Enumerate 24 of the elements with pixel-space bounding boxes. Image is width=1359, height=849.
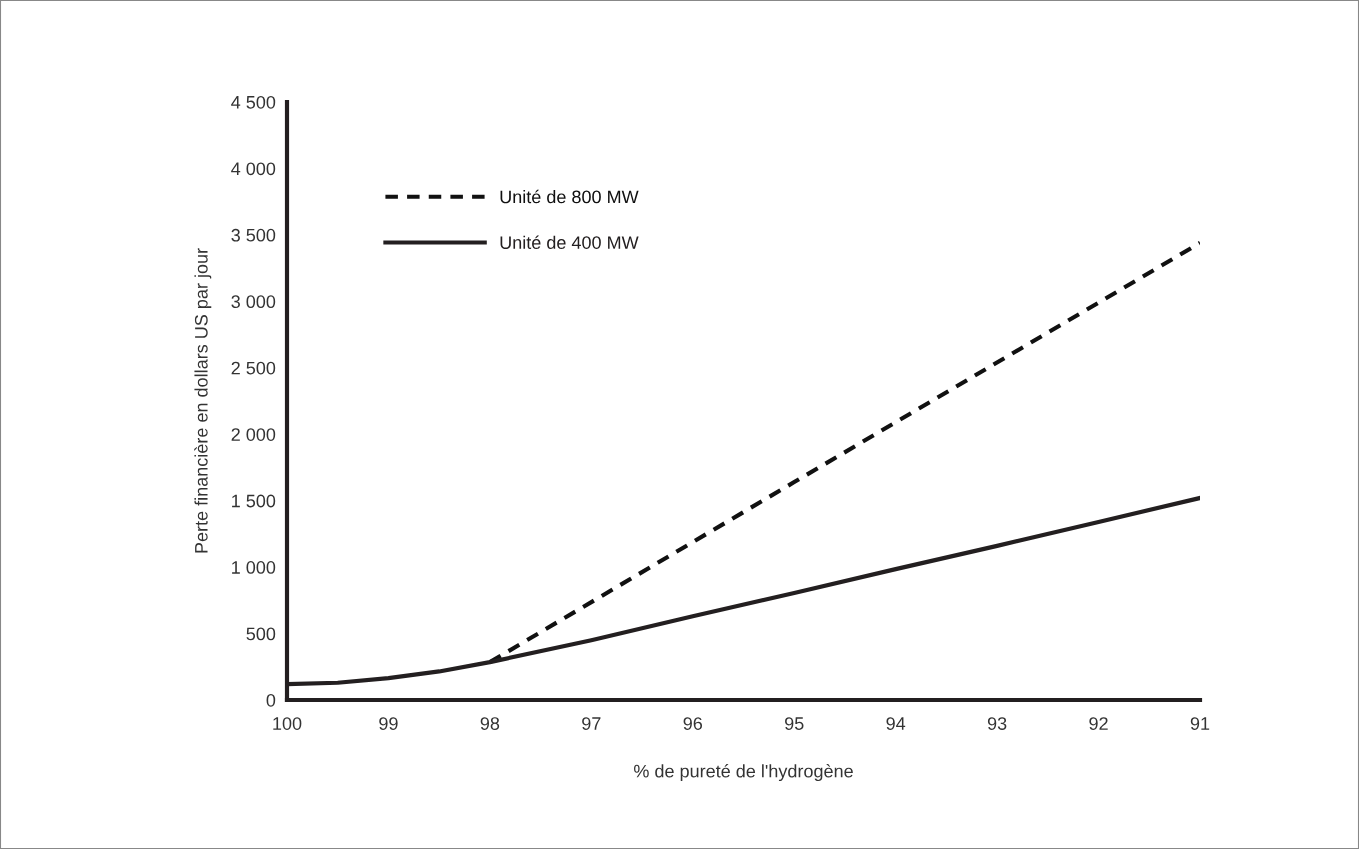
y-tick-label: 500 [246, 627, 276, 641]
x-tick-label: 98 [480, 717, 500, 730]
x-tick-label: 96 [683, 717, 703, 730]
y-tick-label: 2 500 [231, 361, 276, 375]
y-tick-label: 1 000 [232, 561, 276, 574]
y-axis-title: Perte financière en dollars US par jour [194, 248, 212, 553]
text: Unité de 400 MW [500, 235, 639, 249]
x-tick-label: 95 [785, 717, 804, 730]
y-tick-label: 4 000 [231, 162, 276, 176]
x-tick-label: 93 [987, 717, 1007, 730]
y-tick-label: 3 500 [231, 228, 276, 242]
x-tick-label: 92 [1089, 717, 1108, 730]
x-tick-label: 94 [886, 717, 906, 730]
y-tick-label: 1 500 [232, 494, 276, 508]
y-tick-label: 0 [266, 693, 276, 707]
y-tick-label: 2 000 [231, 428, 276, 441]
x-axis-title: % de pureté de l'hydrogène [634, 764, 853, 782]
x-tick-label: 91 [1190, 717, 1210, 730]
text: Unité de 800 MW [500, 189, 639, 204]
x-tick-label: 100 [273, 717, 302, 730]
y-tick-label: 4 500 [231, 95, 276, 109]
x-tick-label: 97 [582, 717, 601, 730]
x-tick-label: 99 [379, 717, 398, 730]
y-tick-label: 3 000 [231, 295, 276, 309]
